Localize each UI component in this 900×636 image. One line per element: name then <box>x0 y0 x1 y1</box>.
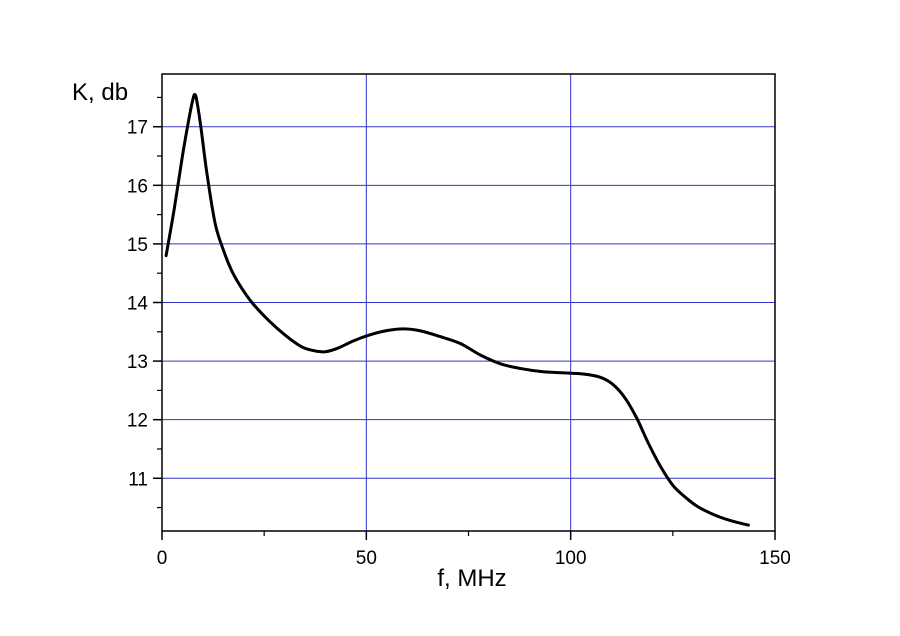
y-tick-label-4: 15 <box>127 235 148 256</box>
x-axis-ticks: 0 50 100 150 <box>157 531 791 569</box>
series-line <box>164 93 750 527</box>
x-tick-label-0: 0 <box>157 548 168 569</box>
y-axis-ticks: 11 12 13 14 15 16 17 <box>127 96 162 509</box>
y-tick-label-6: 17 <box>127 118 148 139</box>
y-tick-label-3: 14 <box>127 294 149 315</box>
y-tick-label-1: 12 <box>127 411 148 432</box>
y-tick-label-5: 16 <box>127 176 148 197</box>
x-tick-label-1: 50 <box>356 548 377 569</box>
grid-lines <box>162 74 775 531</box>
x-tick-label-2: 100 <box>555 548 587 569</box>
y-tick-label-0: 11 <box>128 469 148 490</box>
x-tick-label-3: 150 <box>759 548 791 569</box>
x-axis-title: f, MHz <box>437 565 506 592</box>
y-tick-label-2: 13 <box>127 352 148 373</box>
y-axis-title: K, db <box>72 79 128 106</box>
